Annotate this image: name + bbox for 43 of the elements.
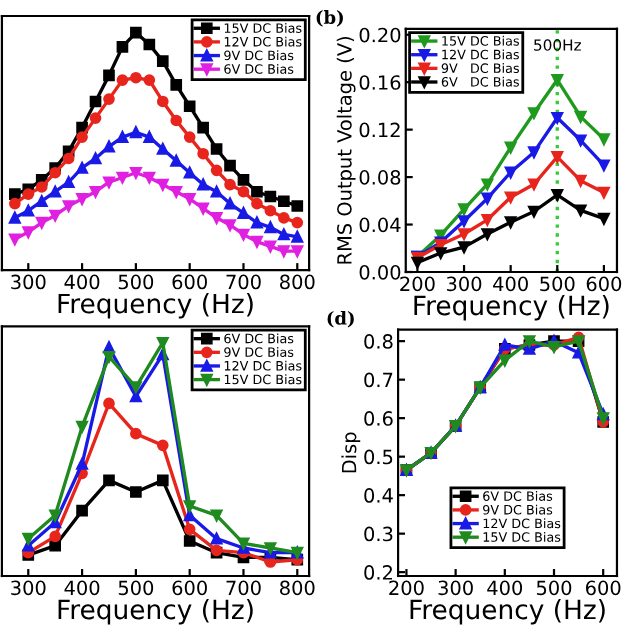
x-axis-title: Frequency (Hz) bbox=[414, 295, 609, 321]
x-tick-label: 400 bbox=[64, 580, 100, 596]
x-axis-title: Frequency (Hz) bbox=[410, 599, 605, 625]
chart-title: (b) bbox=[316, 10, 343, 27]
x-tick-label: 600 bbox=[586, 276, 622, 292]
y-tick-label: 0.20 bbox=[359, 27, 401, 43]
y-tick-label: 0.4 bbox=[364, 488, 393, 503]
y-tick-label: 0.16 bbox=[359, 75, 401, 90]
y-tick-label: 0.12 bbox=[359, 122, 400, 138]
x-tick-label: 400 bbox=[64, 274, 100, 290]
y-axis-title: RMS Output Voltage (V) bbox=[336, 37, 356, 264]
y-tick-label: 0.5 bbox=[364, 449, 393, 465]
x-tick-label: 600 bbox=[172, 274, 207, 290]
x-tick-label: 500 bbox=[536, 580, 572, 596]
y-tick-label: 0.00 bbox=[359, 264, 401, 280]
x-tick-label: 500 bbox=[118, 580, 154, 596]
y-tick-label: 0.7 bbox=[364, 372, 393, 388]
x-tick-label: 600 bbox=[585, 580, 621, 596]
y-axis-title: Disp bbox=[341, 432, 361, 473]
x-tick-label: 300 bbox=[438, 580, 473, 596]
x-tick-label: 200 bbox=[400, 276, 435, 292]
x-tick-label: 400 bbox=[493, 276, 528, 292]
x-tick-label: 500 bbox=[540, 276, 575, 292]
y-tick-label: 0.08 bbox=[359, 170, 401, 185]
x-tick-label: 700 bbox=[226, 274, 261, 290]
x-tick-label: 200 bbox=[389, 580, 424, 596]
y-tick-label: 0.04 bbox=[359, 217, 401, 233]
y-tick-label: 0.3 bbox=[364, 526, 393, 542]
y-tick-label: 0.6 bbox=[364, 411, 393, 426]
x-tick-label: 300 bbox=[446, 276, 482, 292]
chart-title: (d) bbox=[327, 310, 354, 328]
x-tick-label: 600 bbox=[172, 580, 207, 596]
x-tick-label: 300 bbox=[11, 580, 46, 596]
x-tick-label: 500 bbox=[118, 274, 154, 290]
x-tick-label: 700 bbox=[226, 580, 261, 596]
x-tick-label: 300 bbox=[11, 274, 46, 290]
y-tick-label: 0.2 bbox=[364, 565, 392, 580]
x-axis-title: Frequency (Hz) bbox=[58, 599, 253, 625]
x-tick-label: 800 bbox=[280, 274, 315, 290]
x-tick-label: 400 bbox=[487, 580, 523, 596]
x-axis-title: Frequency (Hz) bbox=[58, 293, 253, 319]
x-tick-label: 800 bbox=[280, 580, 315, 596]
y-tick-label: 0.8 bbox=[364, 334, 393, 349]
